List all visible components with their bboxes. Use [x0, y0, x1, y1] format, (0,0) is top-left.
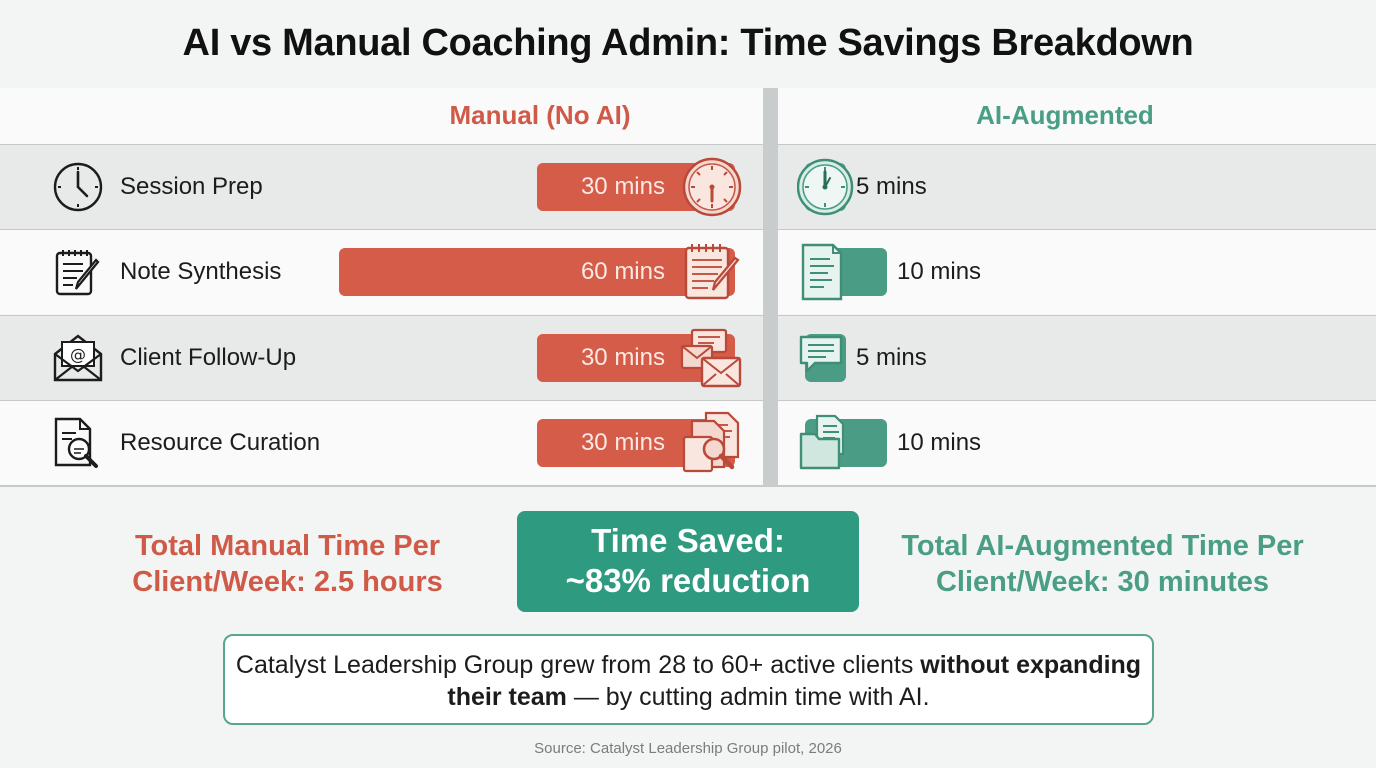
- chart-title: AI vs Manual Coaching Admin: Time Saving…: [182, 22, 1194, 64]
- table-row: Note Synthesis 60 mins 10 mins: [0, 229, 1376, 315]
- rows-bottom-border: [0, 485, 1376, 487]
- time-saved-badge: Time Saved: ~83% reduction: [517, 511, 859, 612]
- table-row: Resource Curation 30 mins 10 mins: [0, 399, 1376, 485]
- ai-value-label: 10 mins: [897, 258, 982, 286]
- task-label: Session Prep: [120, 173, 263, 200]
- notepad-pencil-icon: [680, 240, 744, 304]
- time-saved-label: Time Saved:: [591, 522, 785, 559]
- callout-text-end: — by cutting admin time with AI.: [566, 683, 930, 711]
- clock-icon: [796, 156, 859, 218]
- total-manual-prefix: Client/Week:: [132, 566, 314, 598]
- document-icon: [797, 241, 859, 303]
- callout-text-bold: without expanding their team: [447, 651, 1142, 711]
- manual-value-label: 30 mins: [580, 343, 665, 371]
- document-search-icon: [50, 415, 106, 471]
- manual-value-label: 30 mins: [580, 428, 665, 456]
- total-ai-prefix: Client/Week:: [935, 566, 1118, 598]
- total-manual-value: 2.5 hours: [313, 566, 443, 598]
- case-study-callout: Catalyst Leadership Group grew from 28 t…: [223, 634, 1154, 725]
- ai-value-label: 5 mins: [856, 173, 927, 200]
- manual-column-header: Manual (No AI): [449, 100, 631, 130]
- total-ai-time: Total AI-Augmented Time Per Client/Week:…: [870, 528, 1335, 600]
- clock-icon: [50, 159, 106, 215]
- source-note: Source: Catalyst Leadership Group pilot,…: [534, 740, 842, 757]
- notepad-pencil-icon: [50, 244, 106, 300]
- total-ai-line1: Total AI-Augmented Time Per: [901, 530, 1304, 562]
- table-row: Session Prep 30 mins 5 mins: [0, 144, 1376, 229]
- total-manual-line1: Total Manual Time Per: [134, 530, 441, 562]
- clock-icon: [680, 155, 744, 219]
- manual-bar: [339, 248, 735, 297]
- total-ai-line2: Client/Week: 30 minutes: [870, 564, 1335, 600]
- column-divider: [763, 88, 778, 486]
- callout-text-start: Catalyst Leadership Group grew from 28 t…: [235, 651, 921, 679]
- chat-bubble-icon: [797, 327, 859, 389]
- table-row: @ Client Follow-Up 30 mins 5 mins: [0, 314, 1376, 400]
- folder-icon: [797, 412, 859, 474]
- task-label: Client Follow-Up: [120, 343, 297, 371]
- task-label: Resource Curation: [120, 428, 321, 456]
- time-saved-value: ~83% reduction: [565, 562, 811, 599]
- total-manual-line2: Client/Week: 2.5 hours: [100, 564, 475, 600]
- task-label: Note Synthesis: [120, 258, 282, 286]
- column-header-band: [0, 88, 1376, 144]
- manual-value-label: 60 mins: [580, 258, 665, 286]
- ai-value-label: 5 mins: [856, 343, 927, 371]
- envelope-at-icon: @: [50, 330, 106, 386]
- total-manual-time: Total Manual Time Per Client/Week: 2.5 h…: [100, 528, 475, 600]
- ai-value-label: 10 mins: [897, 428, 982, 456]
- ai-column-header: AI-Augmented: [976, 100, 1154, 130]
- manual-value-label: 30 mins: [580, 173, 665, 200]
- total-ai-value: 30 minutes: [1117, 566, 1270, 598]
- documents-search-icon: [680, 411, 744, 475]
- svg-text:@: @: [70, 345, 86, 364]
- envelopes-icon: [680, 326, 744, 390]
